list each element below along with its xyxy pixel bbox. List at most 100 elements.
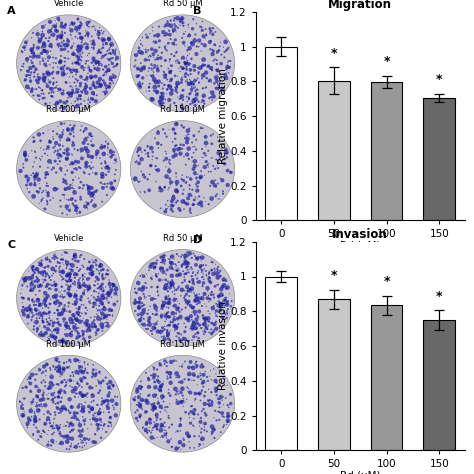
Point (94, 410, 102, 418)
Point (151, 401, 159, 409)
Point (107, 413, 114, 421)
Point (200, 270, 207, 278)
Point (98, 164, 106, 172)
Point (56, 321, 64, 329)
Point (198, 386, 206, 394)
Point (104, 289, 111, 296)
Point (72, 301, 79, 308)
Point (162, 96, 169, 103)
Point (153, 257, 161, 264)
Point (75, 401, 83, 408)
Point (186, 444, 194, 452)
Point (68, 27, 75, 34)
Point (19, 160, 27, 168)
Point (157, 427, 164, 434)
Point (46, 34, 53, 41)
Point (76, 184, 83, 191)
Point (156, 361, 164, 369)
Point (85, 298, 93, 305)
Point (148, 95, 155, 103)
Point (164, 280, 171, 288)
Point (176, 337, 184, 344)
Point (50, 89, 57, 96)
Point (213, 49, 220, 57)
Point (84, 294, 92, 302)
Point (195, 36, 203, 44)
Point (34, 79, 42, 86)
Point (109, 383, 117, 390)
Point (153, 310, 160, 318)
Point (162, 74, 170, 82)
Point (56, 104, 64, 112)
Point (28, 371, 36, 379)
Point (28, 147, 36, 155)
Point (109, 280, 117, 288)
X-axis label: Rd (μM): Rd (μM) (340, 471, 381, 474)
Point (61, 306, 68, 314)
Point (186, 414, 193, 421)
Point (105, 418, 112, 425)
Point (157, 305, 165, 312)
Point (96, 287, 103, 295)
Point (149, 67, 157, 75)
Point (218, 74, 225, 82)
Point (136, 414, 144, 421)
Point (176, 68, 184, 75)
Point (39, 299, 46, 307)
Point (204, 326, 211, 333)
Point (90, 88, 97, 96)
Point (49, 270, 57, 278)
Point (23, 173, 30, 180)
Point (67, 31, 74, 38)
Point (80, 139, 87, 146)
Point (199, 84, 207, 92)
Point (66, 363, 73, 370)
Point (82, 203, 89, 210)
Point (94, 312, 102, 319)
Point (163, 408, 171, 416)
Point (41, 47, 49, 55)
Point (158, 96, 165, 103)
Point (48, 430, 56, 438)
Point (54, 297, 61, 305)
Point (105, 168, 112, 175)
Point (164, 76, 171, 83)
Point (89, 271, 96, 278)
Point (103, 85, 110, 92)
Point (98, 313, 105, 320)
Point (66, 330, 73, 337)
Point (72, 23, 80, 30)
Point (148, 46, 155, 53)
Point (68, 89, 76, 97)
Point (73, 301, 80, 308)
Point (152, 38, 159, 46)
Point (86, 265, 94, 273)
Point (157, 328, 164, 336)
Point (132, 174, 140, 182)
Point (19, 164, 27, 172)
Point (24, 419, 31, 427)
Point (43, 180, 51, 187)
Point (137, 411, 144, 419)
Point (158, 422, 166, 430)
Point (153, 273, 160, 280)
Point (137, 383, 145, 390)
Point (51, 334, 59, 341)
Point (52, 59, 60, 67)
Point (174, 320, 182, 328)
Point (46, 18, 54, 26)
Point (60, 63, 68, 70)
Point (107, 378, 114, 386)
Point (104, 266, 111, 274)
Point (73, 59, 81, 66)
Point (203, 272, 210, 280)
Point (35, 387, 43, 395)
Point (182, 296, 189, 304)
Point (177, 315, 185, 323)
Point (149, 294, 157, 302)
Point (39, 315, 46, 322)
Point (60, 368, 68, 376)
Point (159, 378, 167, 386)
Point (183, 138, 191, 146)
Point (42, 301, 49, 309)
